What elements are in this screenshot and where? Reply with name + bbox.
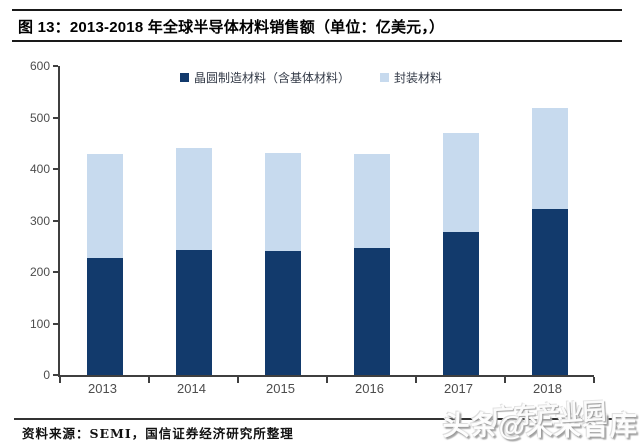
x-tick (415, 377, 417, 383)
bar-2013-series-1 (86, 153, 123, 259)
footer-rule (14, 418, 622, 420)
legend-swatch-icon (180, 73, 189, 82)
source-note: 资料来源：SEMI，国信证券经济研究所整理 (22, 426, 294, 441)
legend-item-0: 晶圆制造材料（含基体材料） (180, 69, 350, 86)
bar-2015-series-1 (264, 152, 301, 252)
legend-label: 封装材料 (394, 71, 443, 85)
y-tick (53, 65, 58, 67)
y-tick-label: 500 (29, 110, 50, 125)
bar-2017-series-0 (442, 231, 479, 375)
x-tick-label-2014: 2014 (177, 381, 206, 396)
bar-2013-series-0 (86, 258, 123, 375)
watermark-toutiao: 头条@未来智库 (442, 411, 638, 441)
y-tick (53, 116, 58, 119)
x-tick (59, 377, 61, 383)
y-tick (53, 374, 58, 376)
title-rule-top (12, 9, 622, 11)
legend-item-1: 封装材料 (380, 69, 442, 86)
bar-2014-series-1 (175, 148, 212, 251)
y-tick (53, 322, 58, 325)
y-tick-label: 200 (29, 265, 50, 279)
watermark-overlay: 广东产业园 (490, 398, 607, 430)
x-tick (593, 377, 595, 383)
figure-title: 图 13：2013-2018 年全球半导体材料销售额（单位：亿美元，） (18, 19, 445, 36)
x-tick-label-2013: 2013 (88, 381, 117, 396)
bar-2015-series-0 (264, 251, 301, 375)
x-tick-label-2017: 2017 (444, 381, 473, 396)
y-tick (53, 271, 58, 273)
y-tick-label: 600 (29, 59, 50, 73)
bar-2016-series-0 (353, 247, 390, 375)
plot-area (58, 66, 595, 383)
x-tick-label-2018: 2018 (533, 381, 562, 396)
legend-label: 晶圆制造材料（含基体材料） (194, 71, 351, 85)
y-tick (53, 168, 58, 170)
title-rule-bottom (12, 40, 622, 42)
x-tick-label-2016: 2016 (355, 381, 384, 396)
x-tick-label-2015: 2015 (266, 381, 295, 396)
y-tick-label: 100 (29, 316, 50, 331)
chart-legend: 晶圆制造材料（含基体材料） 封装材料 (180, 69, 442, 86)
y-tick-label: 0 (43, 368, 50, 382)
bar-2014-series-0 (175, 250, 212, 375)
y-tick (53, 219, 58, 222)
y-tick-label: 400 (29, 162, 50, 176)
x-tick (148, 377, 150, 383)
bar-2016-series-1 (353, 154, 390, 248)
x-tick (237, 377, 239, 383)
bar-2017-series-1 (442, 133, 479, 232)
bar-2018-series-0 (531, 209, 568, 375)
legend-swatch-icon (380, 73, 390, 82)
x-tick (326, 377, 328, 383)
x-tick (504, 377, 506, 383)
bar-2018-series-1 (531, 107, 568, 210)
y-tick-label: 300 (29, 213, 50, 228)
